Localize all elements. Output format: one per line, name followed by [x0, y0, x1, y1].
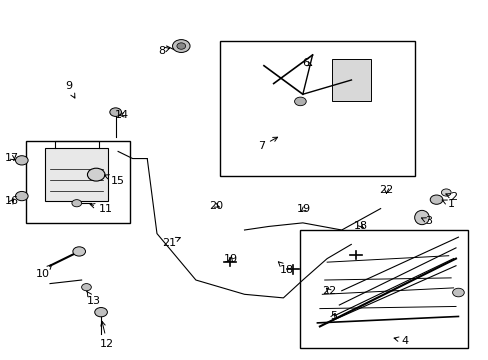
Circle shape — [81, 284, 91, 291]
Text: 12: 12 — [100, 321, 114, 348]
Text: 18: 18 — [353, 221, 367, 231]
Circle shape — [294, 97, 305, 106]
Text: 22: 22 — [322, 287, 336, 296]
Polygon shape — [45, 148, 108, 202]
Circle shape — [87, 168, 105, 181]
Circle shape — [429, 195, 442, 204]
Circle shape — [441, 189, 450, 196]
Text: 13: 13 — [86, 291, 101, 306]
Text: 2: 2 — [445, 192, 456, 202]
Text: 20: 20 — [209, 201, 223, 211]
Text: 19: 19 — [224, 254, 238, 264]
Text: 22: 22 — [379, 185, 393, 195]
Text: 14: 14 — [115, 110, 129, 120]
Text: 19: 19 — [296, 204, 310, 214]
Text: 11: 11 — [90, 203, 113, 214]
Circle shape — [172, 40, 190, 53]
Circle shape — [95, 307, 107, 317]
Polygon shape — [331, 59, 370, 102]
Text: 9: 9 — [65, 81, 75, 98]
Text: 17: 17 — [5, 153, 19, 163]
Circle shape — [110, 108, 121, 116]
Text: 5: 5 — [329, 311, 336, 321]
Circle shape — [16, 156, 28, 165]
Text: 1: 1 — [441, 199, 454, 209]
Text: 15: 15 — [104, 175, 125, 186]
Text: 6: 6 — [301, 58, 311, 68]
Text: 16: 16 — [5, 197, 19, 206]
Text: 4: 4 — [393, 336, 407, 346]
Text: 10: 10 — [36, 265, 52, 279]
Text: 7: 7 — [258, 137, 277, 151]
Text: 18: 18 — [278, 262, 294, 275]
Text: 8: 8 — [158, 46, 169, 56]
Text: 21: 21 — [162, 237, 180, 248]
Circle shape — [16, 192, 28, 201]
Circle shape — [177, 43, 185, 49]
Text: 3: 3 — [421, 216, 431, 226]
Circle shape — [73, 247, 85, 256]
Circle shape — [72, 200, 81, 207]
Circle shape — [452, 288, 463, 297]
Ellipse shape — [414, 210, 428, 225]
